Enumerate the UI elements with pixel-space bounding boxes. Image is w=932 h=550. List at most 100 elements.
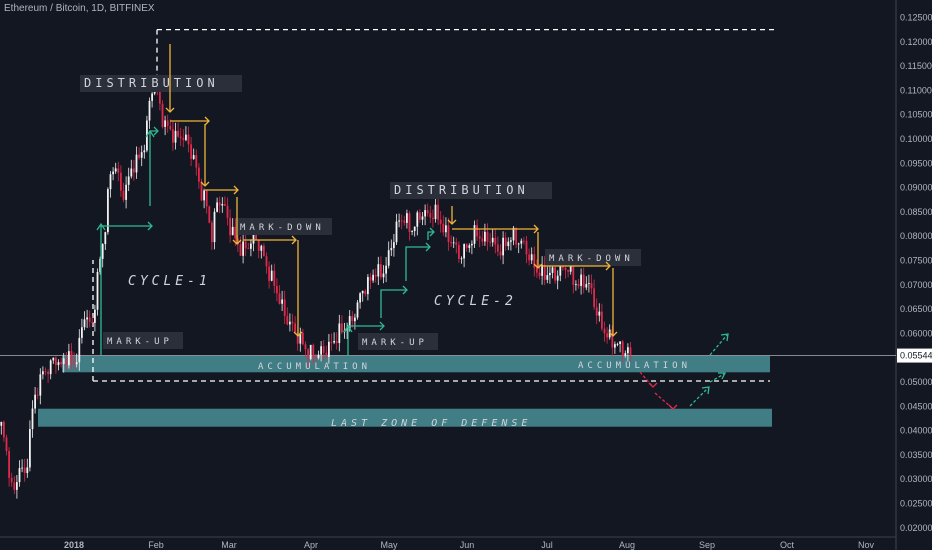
candle-body — [49, 360, 52, 375]
candle-body — [559, 265, 562, 276]
candle-body — [242, 241, 244, 256]
candle-body — [179, 136, 182, 138]
candle-body — [572, 265, 575, 285]
candle-body — [299, 332, 302, 344]
candle-body — [356, 302, 359, 318]
candle-body — [416, 212, 419, 227]
candle-body — [582, 274, 585, 288]
annotation-mark-down-1: MARK-DOWN — [240, 223, 325, 233]
annotation-box — [358, 333, 438, 350]
orange-arrow-head — [204, 116, 210, 126]
candle-body — [406, 213, 408, 223]
candle-body — [302, 332, 304, 345]
candle-body — [515, 227, 517, 245]
candle-body — [68, 351, 70, 366]
candle-body — [411, 231, 413, 232]
green-markup-arrow — [100, 225, 152, 355]
candle-body — [437, 204, 439, 220]
candle-body — [450, 242, 452, 244]
candle-body — [122, 190, 125, 200]
green-markup-arrow — [427, 231, 434, 240]
candle-body — [286, 316, 289, 325]
candle-body — [543, 264, 546, 280]
candle-body — [486, 231, 489, 242]
candle-body — [213, 211, 216, 243]
x-tick-label: Aug — [619, 540, 635, 550]
candle-body — [463, 244, 465, 259]
candle-body — [107, 189, 109, 233]
candle-body — [575, 284, 577, 285]
candle-body — [99, 258, 101, 272]
green-projection-arrow — [689, 387, 709, 407]
zone-last-defense — [38, 408, 772, 427]
candle-body — [174, 130, 177, 143]
candle-body — [322, 346, 325, 353]
green-markup-arrow — [149, 130, 158, 206]
candle-body — [294, 323, 296, 333]
candle-body — [395, 221, 398, 243]
candle-body — [185, 134, 187, 141]
candle-body — [429, 213, 432, 218]
candle-body — [361, 290, 364, 294]
x-tick-label: Oct — [780, 540, 795, 550]
annotation-cycle-1: CYCLE-1 — [128, 274, 211, 289]
x-tick-label: 2018 — [64, 540, 84, 550]
candle-body — [73, 360, 75, 365]
x-tick-label: Feb — [148, 540, 164, 550]
candle-body — [13, 482, 16, 490]
candle-body — [200, 181, 203, 201]
annotation-accumulation-1: ACCUMULATION — [258, 362, 371, 372]
candle-body — [447, 225, 450, 243]
candle-body — [398, 220, 400, 222]
candle-body — [234, 226, 237, 239]
candle-body — [36, 394, 39, 396]
candle-body — [117, 168, 120, 173]
candle-body — [255, 230, 257, 240]
candle-body — [367, 277, 369, 295]
candle-body — [536, 267, 538, 273]
candle-body — [91, 321, 94, 323]
x-tick-label: Jul — [541, 540, 553, 550]
candle-body — [538, 272, 541, 276]
x-tick-label: Jun — [460, 540, 475, 550]
candle-body — [341, 323, 343, 333]
candle-body — [62, 358, 65, 364]
candle-body — [421, 216, 424, 220]
candle-body — [481, 238, 484, 242]
candle-body — [473, 225, 476, 244]
candle-body — [52, 357, 55, 361]
green-arrow-head — [425, 242, 431, 252]
candle-body — [595, 307, 598, 316]
orange-arrow-head — [533, 263, 543, 269]
candle-body — [525, 240, 528, 255]
candle-body — [143, 150, 146, 153]
candle-body — [502, 237, 504, 256]
candle-body — [393, 242, 395, 249]
candle-body — [335, 340, 338, 344]
green-projection-head — [718, 372, 727, 380]
candle-body — [377, 264, 380, 277]
candle-body — [278, 293, 281, 304]
candle-body — [231, 226, 234, 236]
candle-body — [309, 344, 312, 360]
candle-body — [101, 244, 104, 259]
candle-body — [520, 240, 523, 244]
candle-body — [135, 154, 138, 173]
annotation-accumulation-2: ACCUMULATION — [578, 361, 691, 371]
candle-body — [354, 317, 356, 322]
candle-body — [315, 356, 317, 359]
red-arrow-head — [668, 404, 678, 410]
candle-body — [109, 174, 112, 190]
candle-body — [304, 344, 307, 350]
annotation-distribution-1: DISTRIBUTION — [84, 76, 219, 90]
